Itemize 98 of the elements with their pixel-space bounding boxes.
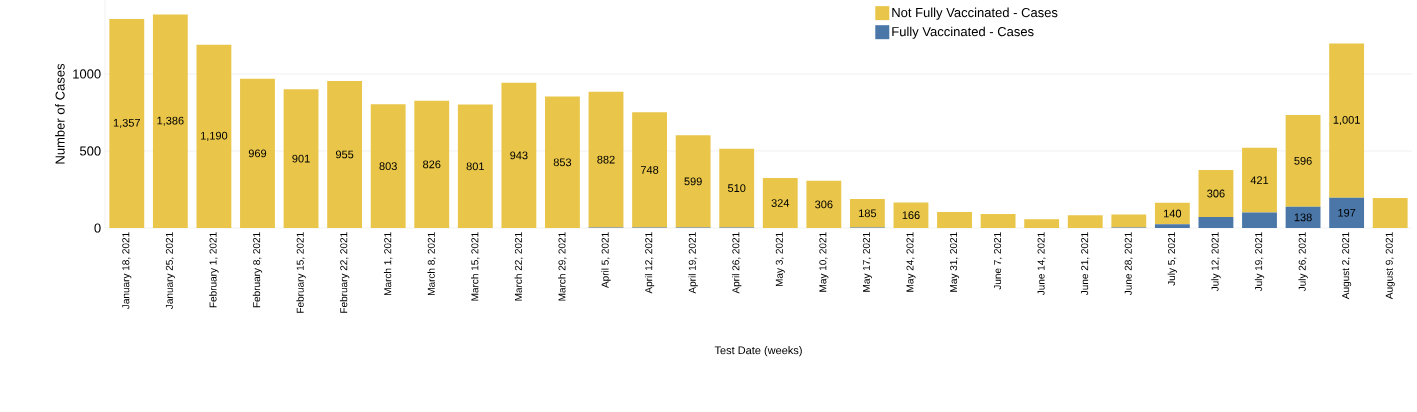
data-label: 306 [815, 200, 833, 209]
x-tick-label: March 29, 2021 [558, 232, 567, 301]
x-tick-label: May 31, 2021 [950, 232, 960, 292]
bar [1285, 206, 1321, 228]
x-tick-label: May 24, 2021 [906, 232, 916, 292]
x-axis-title: Test Date (weeks) [714, 346, 802, 357]
data-label: 1,190 [201, 131, 228, 141]
data-label: 748 [640, 166, 659, 174]
x-tick-label: March 15, 2021 [471, 232, 480, 301]
x-tick-label: June 28, 2021 [1124, 232, 1133, 296]
data-label: 803 [379, 162, 397, 171]
x-tick-label: June 14, 2021 [1037, 232, 1046, 296]
bar [588, 91, 624, 228]
data-label: 882 [597, 155, 615, 164]
bar [762, 178, 798, 228]
data-label: 955 [335, 150, 354, 159]
data-label: 1,357 [113, 118, 140, 129]
x-tick-label: July 12, 2021 [1211, 232, 1221, 292]
bar [283, 89, 319, 228]
legend-label: Not Fully Vaccinated - Cases [892, 7, 1058, 20]
bar [109, 18, 145, 228]
x-tick-label: January 25, 2021 [165, 232, 175, 309]
bar [501, 82, 537, 228]
bar [1111, 214, 1147, 228]
bar [893, 202, 929, 228]
x-tick-label: July 19, 2021 [1254, 232, 1265, 292]
bar [370, 104, 406, 228]
legend-label: Fully Vaccinated - Cases [892, 26, 1034, 39]
data-label: 185 [859, 209, 877, 218]
x-tick-label: June 21, 2021 [1081, 232, 1090, 296]
bar [719, 148, 755, 228]
x-tick-label: February 1, 2021 [209, 232, 219, 308]
data-label: 969 [248, 149, 267, 158]
x-tick-label: March 22, 2021 [514, 232, 524, 301]
bar [1024, 219, 1060, 228]
data-label: 599 [684, 177, 702, 186]
x-tick-label: June 7, 2021 [993, 232, 1003, 290]
x-tick-label: January 18, 2021 [122, 232, 132, 309]
x-tick-label: May 17, 2021 [862, 232, 872, 292]
data-label: 1,001 [1333, 115, 1360, 126]
x-tick-label: February 22, 2021 [339, 232, 350, 313]
bar [1329, 197, 1365, 228]
bar [937, 211, 972, 228]
bar [1285, 114, 1321, 207]
x-tick-label: August 2, 2021 [1342, 232, 1352, 300]
x-tick-label: February 8, 2021 [252, 232, 263, 308]
bar [414, 100, 450, 228]
bar [545, 96, 580, 228]
bar [1198, 217, 1234, 228]
data-label: 826 [423, 160, 441, 169]
bar [980, 213, 1016, 228]
x-tick-label: April 5, 2021 [601, 232, 611, 288]
data-label: 306 [1207, 189, 1225, 198]
y-tick-label: 0 [94, 223, 101, 233]
bar [849, 199, 885, 228]
data-label: 421 [1250, 176, 1269, 184]
data-label: 138 [1294, 213, 1312, 222]
data-label: 140 [1164, 209, 1182, 218]
bar [327, 80, 363, 228]
data-label: 943 [510, 151, 528, 160]
bar [1242, 212, 1277, 228]
x-tick-label: February 15, 2021 [296, 232, 306, 313]
bar [196, 44, 232, 228]
x-tick-label: July 5, 2021 [1167, 232, 1178, 286]
x-tick-label: May 10, 2021 [819, 232, 829, 292]
bar [1198, 169, 1234, 218]
data-label: 801 [466, 162, 484, 171]
bar [1067, 215, 1103, 228]
bar [1154, 224, 1190, 228]
x-tick-label: July 26, 2021 [1298, 232, 1308, 292]
bar [240, 78, 275, 228]
x-tick-label: May 3, 2021 [775, 232, 785, 287]
bar [457, 104, 493, 228]
bar [152, 14, 188, 228]
x-tick-label: April 19, 2021 [688, 232, 698, 294]
data-label: 197 [1338, 208, 1356, 217]
bar [1329, 43, 1365, 198]
data-label: 596 [1294, 156, 1312, 165]
bar [806, 180, 842, 228]
data-label: 166 [902, 211, 920, 220]
y-tick-label: 500 [79, 146, 101, 156]
y-axis-title: Number of Cases [55, 63, 65, 164]
bar [1154, 202, 1190, 225]
data-label: 324 [771, 199, 790, 207]
data-label: 510 [727, 184, 746, 192]
x-tick-label: March 8, 2021 [427, 232, 437, 295]
x-tick-label: April 12, 2021 [644, 232, 655, 294]
data-label: 853 [553, 158, 572, 167]
bar [675, 135, 711, 228]
x-tick-label: April 26, 2021 [732, 232, 742, 294]
data-label: 901 [292, 154, 310, 163]
x-tick-label: August 9, 2021 [1385, 232, 1395, 300]
bar [632, 112, 667, 228]
bar [1242, 147, 1277, 213]
y-tick-label: 1000 [73, 69, 101, 79]
x-tick-label: March 1, 2021 [383, 232, 393, 295]
bar [1372, 197, 1408, 228]
data-label: 1,386 [157, 116, 184, 126]
